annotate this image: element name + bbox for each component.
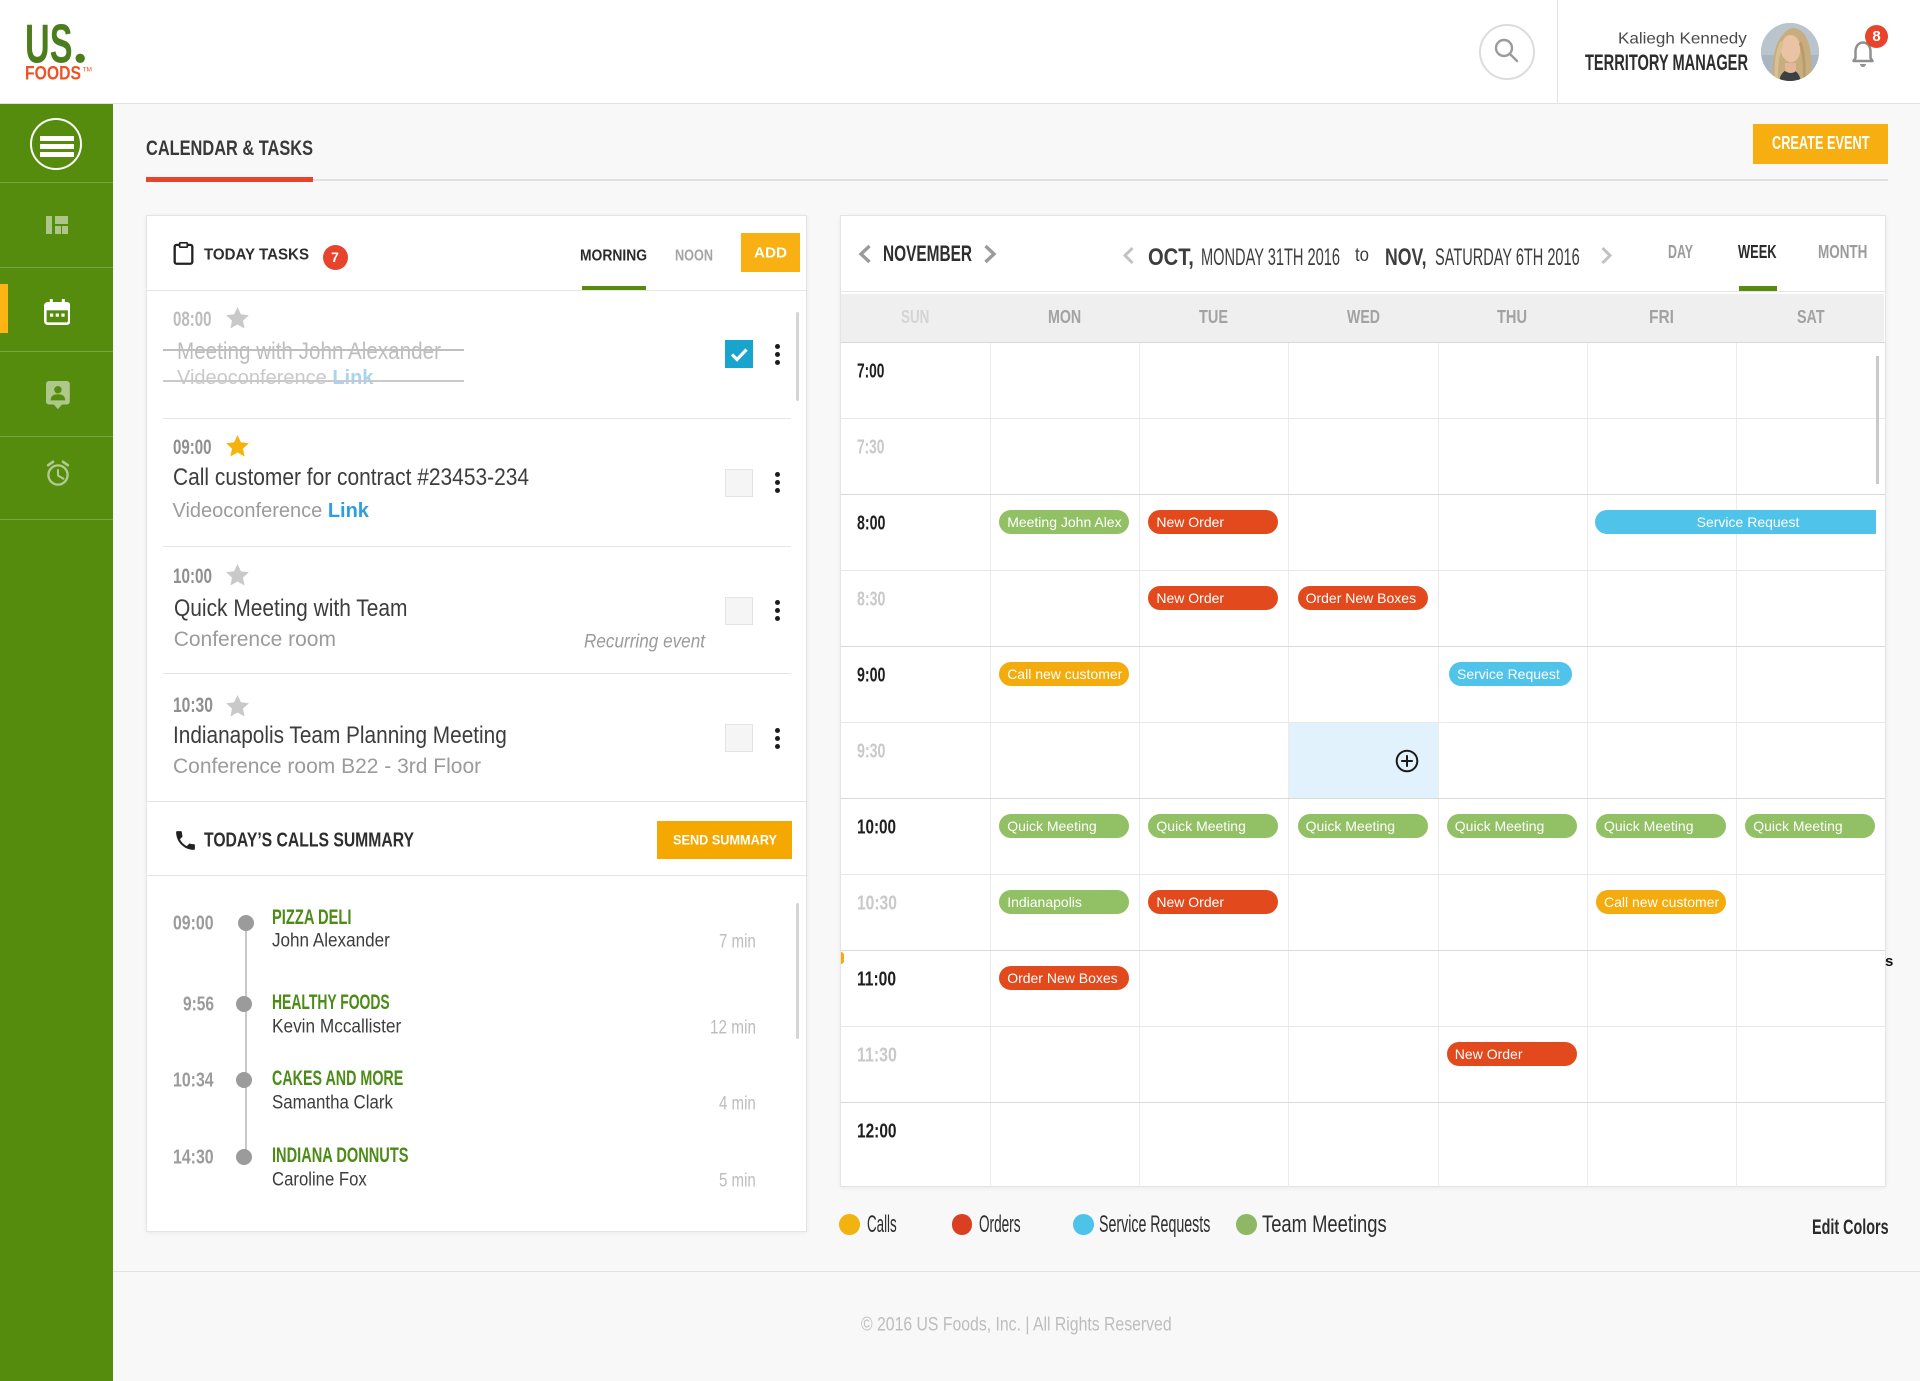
svg-text:to: to xyxy=(1355,245,1369,266)
svg-text:Kevin Mccallister: Kevin Mccallister xyxy=(272,1016,402,1037)
svg-text:MON: MON xyxy=(1048,306,1081,326)
svg-text:11:30: 11:30 xyxy=(857,1045,897,1067)
svg-text:CALENDAR & TASKS: CALENDAR & TASKS xyxy=(146,137,313,160)
svg-text:7:00: 7:00 xyxy=(857,361,884,383)
svg-text:© 2016 US Foods, Inc. | All Ri: © 2016 US Foods, Inc. | All Rights Reser… xyxy=(861,1315,1172,1336)
svg-text:8:00: 8:00 xyxy=(857,513,885,535)
svg-text:Team Meetings: Team Meetings xyxy=(1262,1211,1387,1238)
svg-text:09:00: 09:00 xyxy=(173,436,212,459)
svg-text:DAY: DAY xyxy=(1668,242,1693,262)
svg-text:10:34: 10:34 xyxy=(173,1069,214,1091)
svg-text:TM: TM xyxy=(82,67,91,74)
svg-text:INDIANA DONNUTS: INDIANA DONNUTS xyxy=(272,1144,409,1167)
svg-text:Meeting with John Alexander: Meeting with John Alexander xyxy=(177,338,441,365)
svg-text:10:30: 10:30 xyxy=(857,893,897,915)
svg-text:SEND SUMMARY: SEND SUMMARY xyxy=(673,832,778,848)
svg-text:Call customer for contract #23: Call customer for contract #23453-234 xyxy=(173,464,529,491)
svg-text:Calls: Calls xyxy=(867,1211,897,1238)
svg-text:THU: THU xyxy=(1497,306,1527,326)
svg-text:John Alexander: John Alexander xyxy=(272,930,390,951)
svg-text:10:00: 10:00 xyxy=(857,817,896,839)
svg-text:FRI: FRI xyxy=(1649,306,1674,326)
svg-text:SAT: SAT xyxy=(1797,306,1825,326)
svg-text:12 min: 12 min xyxy=(710,1018,756,1039)
svg-text:SATURDAY 6TH 2016: SATURDAY 6TH 2016 xyxy=(1435,244,1580,271)
svg-text:9:30: 9:30 xyxy=(857,741,885,763)
svg-text:14:30: 14:30 xyxy=(173,1146,214,1168)
svg-text:SUN: SUN xyxy=(901,306,929,326)
svg-text:10:00: 10:00 xyxy=(173,565,212,588)
svg-text:MORNING: MORNING xyxy=(580,247,647,264)
svg-text:7:30: 7:30 xyxy=(857,437,884,459)
svg-text:TERRITORY MANAGER: TERRITORY MANAGER xyxy=(1585,50,1748,75)
svg-text:Quick Meeting with Team: Quick Meeting with Team xyxy=(174,595,408,622)
svg-text:WED: WED xyxy=(1347,306,1380,326)
svg-text:ADD: ADD xyxy=(754,244,787,261)
svg-text:NOV,: NOV, xyxy=(1385,244,1427,271)
svg-text:5 min: 5 min xyxy=(719,1171,756,1192)
svg-text:8:30: 8:30 xyxy=(857,589,885,611)
svg-text:Recurring event: Recurring event xyxy=(584,631,706,652)
svg-text:Orders: Orders xyxy=(979,1211,1021,1238)
svg-text:MONTH: MONTH xyxy=(1818,242,1867,262)
svg-text:12:00: 12:00 xyxy=(857,1121,897,1143)
svg-text:OCT,: OCT, xyxy=(1148,244,1194,271)
svg-text:10:30: 10:30 xyxy=(173,694,213,717)
svg-text:Kaliegh Kennedy: Kaliegh Kennedy xyxy=(1618,31,1747,48)
svg-text:Edit Colors: Edit Colors xyxy=(1812,1216,1889,1239)
svg-text:TUE: TUE xyxy=(1199,306,1228,326)
svg-text:NOVEMBER: NOVEMBER xyxy=(883,240,972,265)
svg-text:9:00: 9:00 xyxy=(857,665,885,687)
svg-text:TODAY TASKS: TODAY TASKS xyxy=(204,246,309,263)
svg-text:Service Requests: Service Requests xyxy=(1099,1211,1210,1238)
svg-text:CREATE EVENT: CREATE EVENT xyxy=(1772,133,1870,153)
svg-text:7 min: 7 min xyxy=(719,932,756,953)
svg-text:4 min: 4 min xyxy=(719,1094,756,1115)
svg-text:NOON: NOON xyxy=(675,247,713,264)
svg-text:PIZZA DELI: PIZZA DELI xyxy=(272,906,352,929)
svg-text:08:00: 08:00 xyxy=(173,308,212,331)
svg-text:11:00: 11:00 xyxy=(857,969,896,991)
svg-text:FOODS: FOODS xyxy=(25,64,81,85)
svg-text:WEEK: WEEK xyxy=(1738,242,1777,262)
svg-text:TODAY’S CALLS SUMMARY: TODAY’S CALLS SUMMARY xyxy=(204,829,415,851)
svg-text:MONDAY 31TH 2016: MONDAY 31TH 2016 xyxy=(1201,244,1340,271)
svg-text:9:56: 9:56 xyxy=(183,993,214,1015)
svg-text:Caroline Fox: Caroline Fox xyxy=(272,1169,367,1190)
svg-text:CAKES AND MORE: CAKES AND MORE xyxy=(272,1067,403,1090)
svg-text:US: US xyxy=(25,13,73,75)
svg-text:Samantha Clark: Samantha Clark xyxy=(272,1092,393,1113)
svg-text:09:00: 09:00 xyxy=(173,912,214,934)
svg-text:HEALTHY FOODS: HEALTHY FOODS xyxy=(272,991,390,1014)
svg-text:Indianapolis Team Planning Mee: Indianapolis Team Planning Meeting xyxy=(173,722,507,749)
